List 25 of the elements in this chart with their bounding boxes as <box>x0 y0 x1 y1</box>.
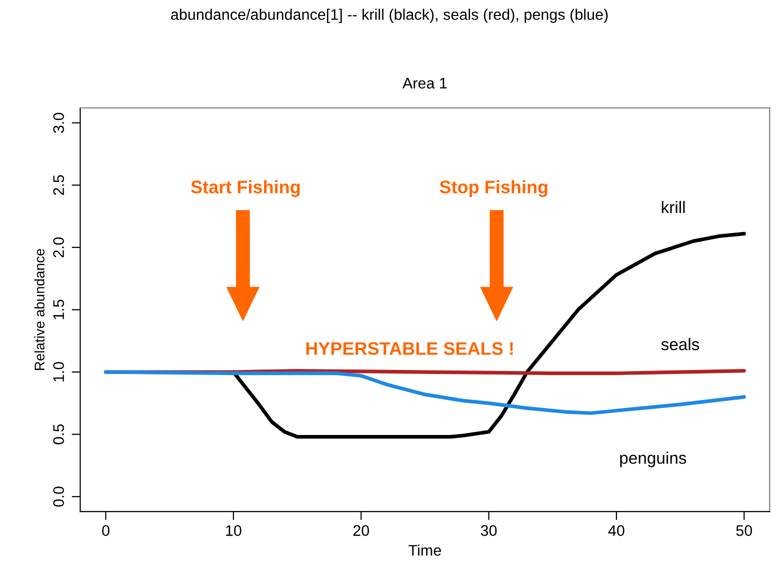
x-tick-label: 20 <box>353 525 370 536</box>
annotation: Stop Fishing <box>440 180 548 198</box>
y-tick-label: 0.0 <box>53 486 64 507</box>
x-axis-title: Time <box>408 544 441 556</box>
y-tick-label: 0.5 <box>53 424 64 444</box>
y-axis-title: Relative abundance <box>34 248 44 370</box>
y-tick-label: 1.5 <box>53 300 64 320</box>
x-tick-label: 30 <box>480 525 497 536</box>
x-tick-label: 10 <box>226 525 242 536</box>
annotation: HYPERSTABLE SEALS ! <box>306 342 513 355</box>
chart-subtitle: abundance/abundance[1] -- krill (black), seals (red), pengs (blue) <box>171 8 608 23</box>
series-label: seals <box>661 338 700 350</box>
line-series <box>232 232 746 439</box>
x-tick-label: 0 <box>102 525 110 536</box>
y-tick-label: 2.0 <box>53 237 64 258</box>
chart-title: Area 1 <box>402 78 447 89</box>
text: penguins <box>620 452 686 468</box>
annotation: Start Fishing <box>191 180 300 198</box>
y-tick-label: 2.5 <box>53 175 64 195</box>
y-tick-label: 1.0 <box>53 362 64 382</box>
x-tick-label: 50 <box>736 525 752 536</box>
series-label: krill <box>662 200 685 214</box>
x-tick-label: 40 <box>608 525 624 536</box>
line-series <box>104 370 746 415</box>
y-tick-label: 3.0 <box>53 112 64 133</box>
